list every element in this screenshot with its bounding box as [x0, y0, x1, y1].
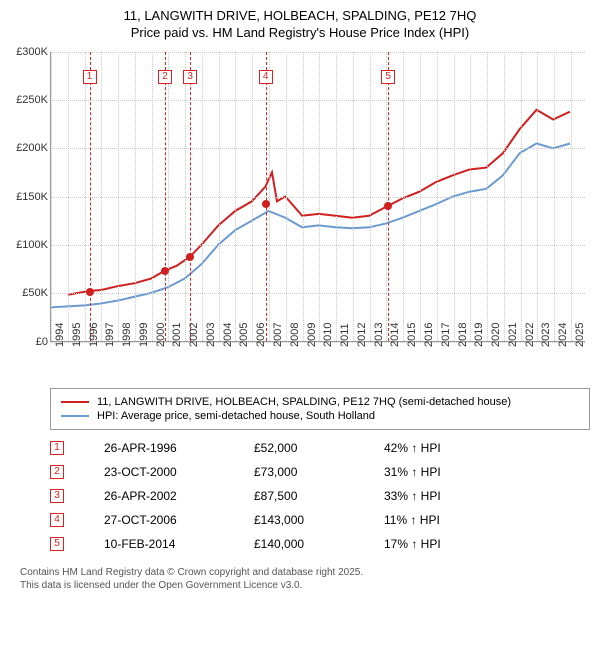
x-tick-label: 1998 [121, 322, 133, 346]
y-tick-label: £0 [36, 336, 48, 348]
footer-line2: This data is licensed under the Open Gov… [20, 579, 590, 592]
x-tick-label: 2000 [155, 322, 167, 346]
x-tick-label: 2010 [322, 322, 334, 346]
x-tick-label: 2006 [255, 322, 267, 346]
sale-number: 4 [50, 513, 64, 527]
table-row: 3 26-APR-2002 £87,500 33% ↑ HPI [50, 484, 590, 508]
x-tick-label: 2016 [423, 322, 435, 346]
sale-pct: 17% ↑ HPI [384, 537, 474, 551]
table-row: 5 10-FEB-2014 £140,000 17% ↑ HPI [50, 532, 590, 556]
sale-price: £143,000 [254, 513, 344, 527]
x-tick-label: 2009 [306, 322, 318, 346]
sale-pct: 11% ↑ HPI [384, 513, 474, 527]
table-row: 4 27-OCT-2006 £143,000 11% ↑ HPI [50, 508, 590, 532]
legend: 11, LANGWITH DRIVE, HOLBEACH, SPALDING, … [50, 388, 590, 430]
x-tick-label: 2003 [205, 322, 217, 346]
legend-label: 11, LANGWITH DRIVE, HOLBEACH, SPALDING, … [97, 396, 511, 408]
sale-date: 27-OCT-2006 [104, 513, 214, 527]
x-tick-label: 2001 [171, 322, 183, 346]
sale-dot [186, 253, 194, 261]
sale-pct: 42% ↑ HPI [384, 441, 474, 455]
sale-number: 1 [50, 441, 64, 455]
x-tick-label: 1999 [138, 322, 150, 346]
sale-date: 10-FEB-2014 [104, 537, 214, 551]
x-tick-label: 2002 [188, 322, 200, 346]
sale-pct: 31% ↑ HPI [384, 465, 474, 479]
x-tick-label: 2018 [457, 322, 469, 346]
x-tick-label: 2014 [389, 322, 401, 346]
sales-table: 1 26-APR-1996 £52,000 42% ↑ HPI 2 23-OCT-2000… [50, 436, 590, 556]
chart: 12345 £0£50K£100K£150K£200K£250K£300K199… [10, 52, 590, 382]
x-tick-label: 2022 [524, 322, 536, 346]
title-line1: 11, LANGWITH DRIVE, HOLBEACH, SPALDING, … [10, 8, 590, 25]
marker-4: 4 [259, 70, 273, 84]
legend-swatch [61, 401, 89, 403]
sale-price: £73,000 [254, 465, 344, 479]
sale-price: £87,500 [254, 489, 344, 503]
y-tick-label: £50K [22, 287, 48, 299]
x-tick-label: 1997 [104, 322, 116, 346]
legend-row: HPI: Average price, semi-detached house,… [61, 409, 579, 423]
sale-number: 2 [50, 465, 64, 479]
sale-date: 26-APR-2002 [104, 489, 214, 503]
y-tick-label: £100K [16, 239, 48, 251]
sale-price: £140,000 [254, 537, 344, 551]
x-tick-label: 2020 [490, 322, 502, 346]
y-tick-label: £150K [16, 191, 48, 203]
x-tick-label: 2019 [473, 322, 485, 346]
x-tick-label: 2011 [339, 323, 351, 347]
x-tick-label: 2012 [356, 322, 368, 346]
footer-line1: Contains HM Land Registry data © Crown c… [20, 566, 590, 579]
x-tick-label: 2004 [222, 322, 234, 346]
y-tick-label: £300K [16, 46, 48, 58]
x-tick-label: 2023 [540, 322, 552, 346]
marker-1: 1 [83, 70, 97, 84]
sale-date: 23-OCT-2000 [104, 465, 214, 479]
x-tick-label: 2024 [557, 322, 569, 346]
footer: Contains HM Land Registry data © Crown c… [20, 566, 590, 592]
x-tick-label: 2013 [373, 322, 385, 346]
y-tick-label: £250K [16, 94, 48, 106]
table-row: 2 23-OCT-2000 £73,000 31% ↑ HPI [50, 460, 590, 484]
x-tick-label: 2021 [507, 322, 519, 346]
sale-number: 3 [50, 489, 64, 503]
marker-3: 3 [183, 70, 197, 84]
legend-row: 11, LANGWITH DRIVE, HOLBEACH, SPALDING, … [61, 395, 579, 409]
x-tick-label: 1996 [88, 322, 100, 346]
sale-date: 26-APR-1996 [104, 441, 214, 455]
sale-pct: 33% ↑ HPI [384, 489, 474, 503]
x-tick-label: 2017 [440, 322, 452, 346]
sale-dot [86, 288, 94, 296]
legend-swatch [61, 415, 89, 417]
x-tick-label: 1995 [71, 322, 83, 346]
marker-2: 2 [158, 70, 172, 84]
chart-title: 11, LANGWITH DRIVE, HOLBEACH, SPALDING, … [10, 8, 590, 42]
x-tick-label: 2007 [272, 322, 284, 346]
sale-number: 5 [50, 537, 64, 551]
sale-price: £52,000 [254, 441, 344, 455]
legend-label: HPI: Average price, semi-detached house,… [97, 410, 375, 422]
x-tick-label: 2005 [238, 322, 250, 346]
x-tick-label: 2008 [289, 322, 301, 346]
y-tick-label: £200K [16, 142, 48, 154]
sale-dot [161, 267, 169, 275]
x-tick-label: 2015 [406, 322, 418, 346]
x-tick-label: 1994 [54, 322, 66, 346]
table-row: 1 26-APR-1996 £52,000 42% ↑ HPI [50, 436, 590, 460]
sale-dot [384, 202, 392, 210]
marker-5: 5 [381, 70, 395, 84]
title-line2: Price paid vs. HM Land Registry's House … [10, 25, 590, 42]
sale-dot [262, 200, 270, 208]
x-tick-label: 2025 [574, 322, 586, 346]
